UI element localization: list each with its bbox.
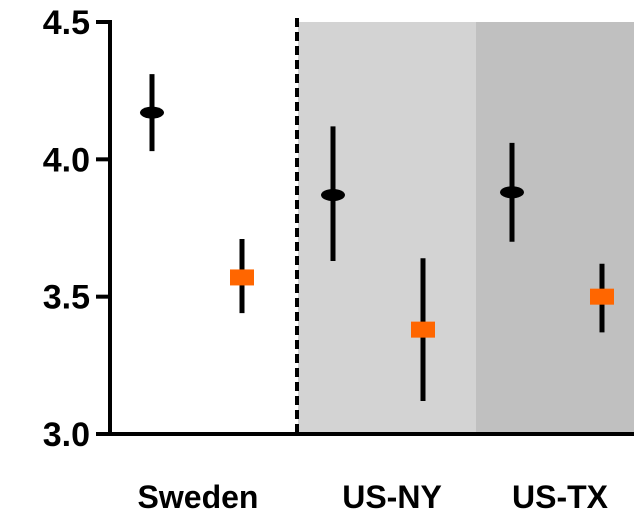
- data-point-square: [230, 269, 254, 286]
- data-point-square: [411, 321, 435, 338]
- data-point-circle: [500, 186, 524, 199]
- data-point-square: [590, 288, 614, 305]
- data-marks: [140, 74, 614, 402]
- category-labels: Sweden US-NY US-TX: [138, 479, 609, 515]
- y-tick-label: 4.0: [43, 141, 90, 179]
- data-point-circle: [321, 189, 345, 202]
- region-background-us-ny: [298, 22, 476, 434]
- y-tick-label: 3.0: [43, 416, 90, 454]
- category-label: US-TX: [512, 479, 609, 515]
- y-tick-label: 3.5: [43, 279, 90, 317]
- y-axis-ticks: 3.0 3.5 4.0 4.5: [43, 4, 110, 454]
- y-tick-label: 4.5: [43, 4, 90, 42]
- data-point-circle: [140, 106, 164, 119]
- region-background-us-tx: [476, 22, 634, 434]
- category-label: Sweden: [138, 479, 259, 515]
- category-label: US-NY: [342, 479, 442, 515]
